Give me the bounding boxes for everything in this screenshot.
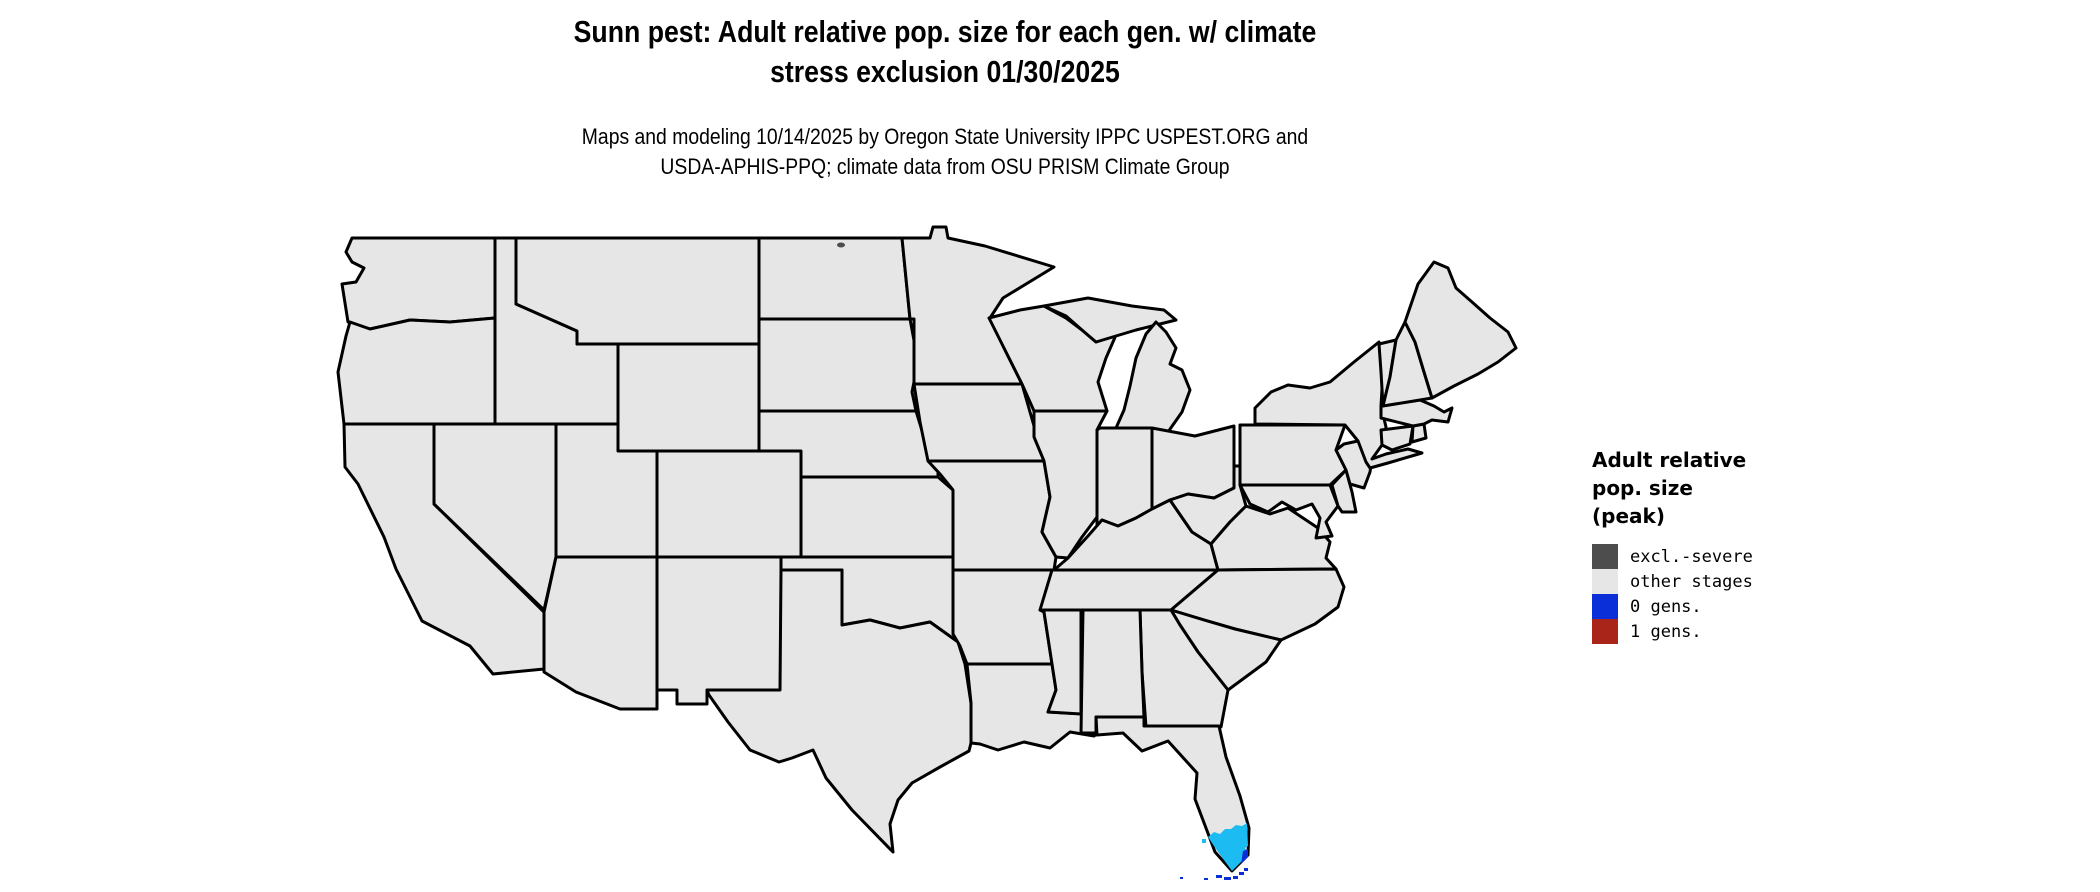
subtitle-line-1: Maps and modeling 10/14/2025 by Oregon S… xyxy=(581,124,1309,149)
keys-dot xyxy=(1233,876,1238,879)
state-washington xyxy=(340,236,497,331)
legend-title: Adult relative pop. size (peak) xyxy=(1592,446,1822,530)
subtitle: Maps and modeling 10/14/2025 by Oregon S… xyxy=(404,122,1486,182)
legend-title-line-3: (peak) xyxy=(1592,504,1665,528)
state-shapes-layer xyxy=(336,225,1518,873)
florida-keys-dots xyxy=(1180,849,1248,880)
state-wyoming xyxy=(616,342,761,453)
keys-dot xyxy=(1224,877,1231,880)
state-alabama xyxy=(1079,608,1146,735)
legend-label: excl.-severe xyxy=(1630,546,1753,567)
state-oregon xyxy=(336,316,497,426)
state-connecticut xyxy=(1379,424,1415,452)
legend-swatch-1-gens xyxy=(1592,619,1618,644)
state-massachusetts xyxy=(1379,398,1454,428)
legend-items: excl.-severe other stages 0 gens. 1 gens… xyxy=(1592,544,1822,644)
state-minnesota xyxy=(900,225,1056,386)
legend-swatch-other-stages xyxy=(1592,569,1618,594)
cyan-speck xyxy=(1202,839,1206,843)
state-new-mexico xyxy=(655,555,783,706)
state-virginia xyxy=(1209,504,1338,572)
us-map xyxy=(336,225,1518,880)
legend-swatch-0-gens xyxy=(1592,594,1618,619)
state-pennsylvania xyxy=(1238,423,1348,487)
state-mississippi xyxy=(1038,608,1083,716)
keys-dot xyxy=(1239,872,1244,875)
map-legend: Adult relative pop. size (peak) excl.-se… xyxy=(1592,446,1822,644)
state-north-dakota xyxy=(757,236,912,321)
state-iowa xyxy=(912,382,1046,463)
state-florida xyxy=(1094,715,1251,873)
legend-title-line-2: pop. size xyxy=(1592,476,1693,500)
state-arkansas xyxy=(951,568,1054,666)
state-michigan-upper xyxy=(1042,296,1178,344)
state-south-dakota xyxy=(757,317,920,413)
title-line-1: Sunn pest: Adult relative pop. size for … xyxy=(573,14,1317,49)
legend-title-line-1: Adult relative xyxy=(1592,448,1747,472)
page-title: Sunn pest: Adult relative pop. size for … xyxy=(416,12,1474,92)
state-colorado xyxy=(655,449,803,559)
subtitle-line-2: USDA-APHIS-PPQ; climate data from OSU PR… xyxy=(660,154,1230,179)
keys-dot xyxy=(1204,878,1208,880)
keys-dot xyxy=(1244,868,1248,871)
title-line-2: stress exclusion 01/30/2025 xyxy=(770,54,1120,89)
us-map-container xyxy=(330,222,1560,882)
florida-keys-blue-edge xyxy=(1241,849,1248,864)
state-illinois xyxy=(1032,409,1109,560)
legend-row-0-gens: 0 gens. xyxy=(1592,594,1822,619)
legend-row-other-stages: other stages xyxy=(1592,569,1822,594)
state-michigan-lower xyxy=(1114,320,1192,434)
state-kansas xyxy=(799,475,955,559)
north-dakota-excl-severe-speck xyxy=(837,242,845,248)
legend-label: 1 gens. xyxy=(1630,621,1702,642)
state-indiana xyxy=(1095,426,1154,528)
legend-swatch-excl-severe xyxy=(1592,544,1618,569)
legend-row-1-gens: 1 gens. xyxy=(1592,619,1822,644)
state-maine xyxy=(1403,260,1518,400)
keys-dot xyxy=(1216,875,1222,878)
legend-label: other stages xyxy=(1630,571,1753,592)
keys-dot xyxy=(1180,877,1183,879)
legend-label: 0 gens. xyxy=(1630,596,1702,617)
state-arizona xyxy=(542,555,659,711)
state-texas xyxy=(705,568,973,854)
legend-row-excl-severe: excl.-severe xyxy=(1592,544,1822,569)
south-florida-cyan-patch xyxy=(1208,823,1248,871)
florida-adult-presence-patch xyxy=(1202,823,1248,871)
